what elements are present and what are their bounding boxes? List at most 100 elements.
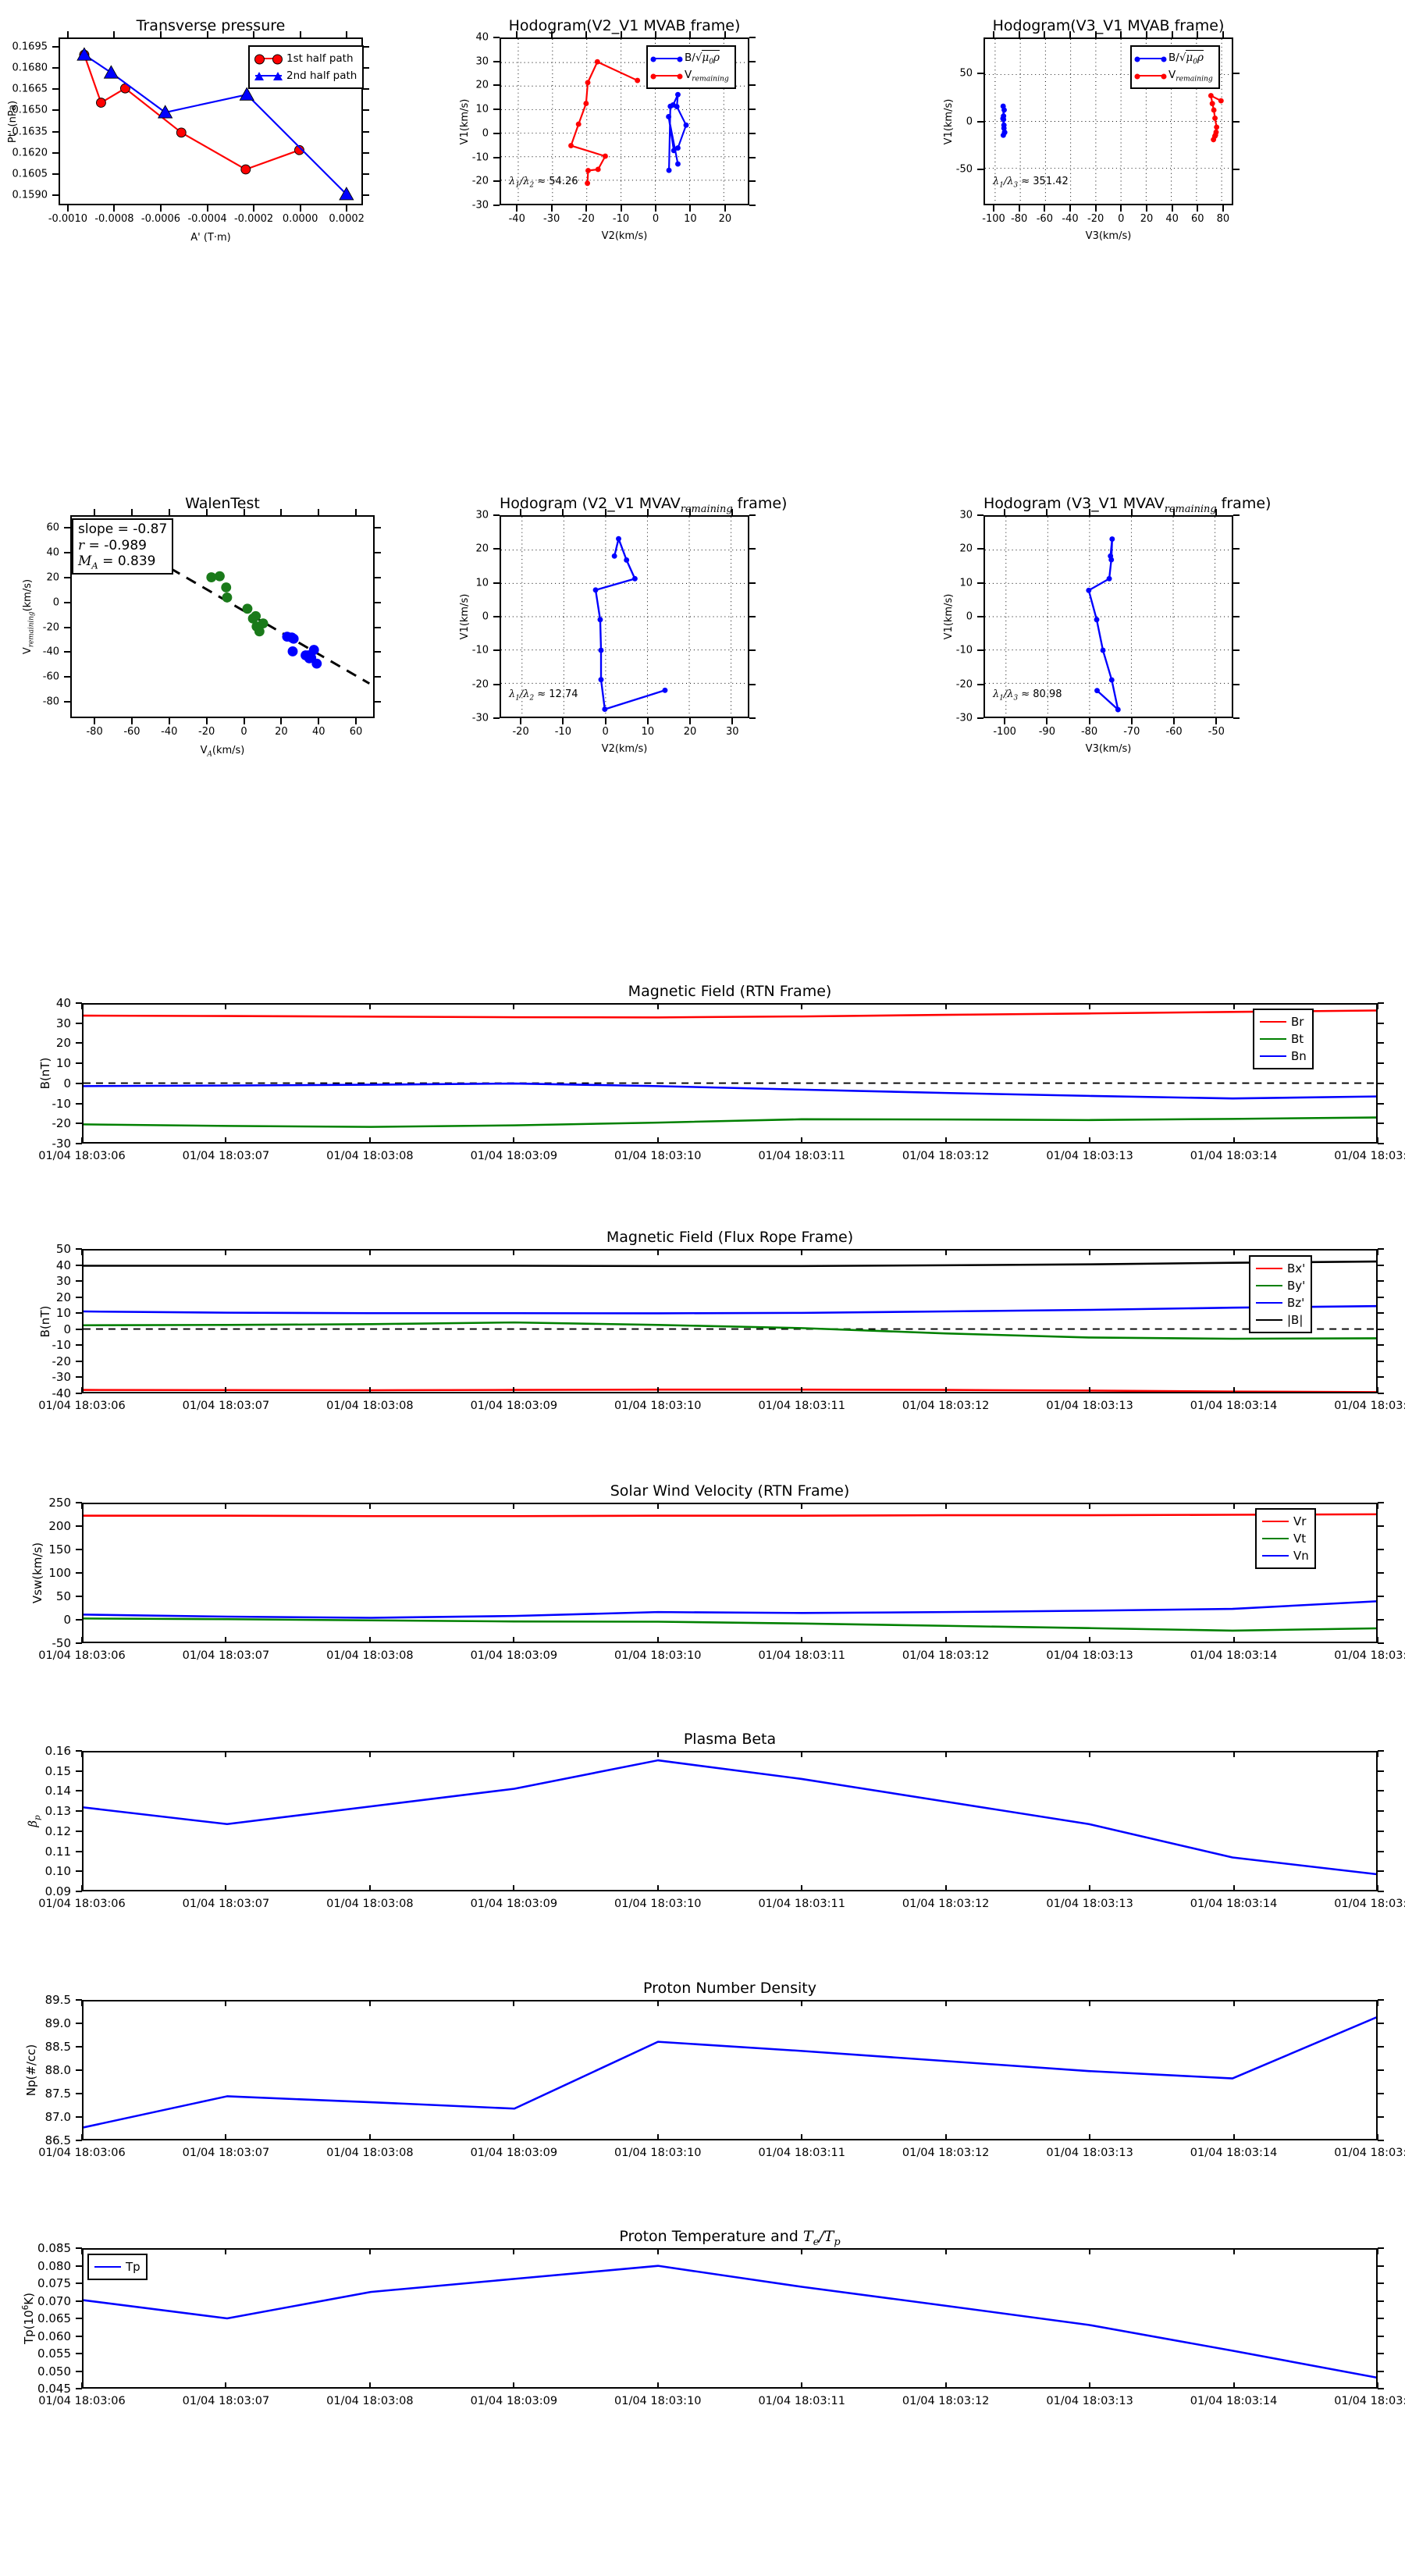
legend-line-0: [650, 56, 683, 62]
xtickmark-magnetic-field-rtn-7: [1089, 1137, 1091, 1144]
legend-line-0: [1260, 1021, 1286, 1023]
legend-row-3: |B|: [1256, 1311, 1305, 1329]
ytickmark-magnetic-field-fluxrope-1: [76, 1376, 82, 1379]
legend-row-0: Bx': [1256, 1260, 1305, 1277]
xtickmark-top-walen-test-2: [168, 509, 170, 515]
legend-solar-wind-velocity-rtn[interactable]: Vr Vt Vn: [1255, 1508, 1316, 1569]
ytickmark-in-walen-test-0: [375, 701, 381, 703]
ytickmark-in-magnetic-field-rtn-0: [1378, 1143, 1384, 1144]
ytick-solar-wind-velocity-rtn-0: -50: [52, 1636, 72, 1650]
ytickmark-in-walen-test-3: [375, 626, 381, 628]
ytick-transverse-pressure-1: 0.1605: [12, 168, 48, 180]
xtickmark-top-hodogram-v3v1-mvab-1: [1018, 31, 1020, 37]
xtick-proton-temperature-0: 01/04 18:03:06: [38, 2395, 126, 2407]
xtickmark-top-magnetic-field-rtn-4: [656, 1003, 659, 1009]
ytickmark-in-hodogram-v2v1-mvab-3: [749, 132, 756, 134]
ytickmark-in-proton-temperature-7: [1378, 2265, 1384, 2267]
legend-magnetic-field-fluxrope[interactable]: Bx' By' Bz' |B|: [1249, 1255, 1313, 1333]
xtick-walen-test-6: 40: [311, 726, 325, 738]
ytickmark-walen-test-7: [64, 526, 70, 528]
xtick-magnetic-field-fluxrope-0: 01/04 18:03:06: [38, 1400, 126, 1412]
ytickmark-in-magnetic-field-fluxrope-1: [1378, 1376, 1384, 1379]
legend-line-3: [1256, 1319, 1282, 1321]
ytickmark-transverse-pressure-1: [52, 173, 59, 176]
annotation-hodogram-v2v1-mvav: λ1/λ2 ≈ 12.74: [509, 688, 578, 703]
xtickmark-top-proton-temperature-5: [801, 2248, 803, 2254]
ytickmark-hodogram-v3v1-mvab-1: [977, 120, 984, 123]
ytickmark-in-plasma-beta-5: [1378, 1790, 1384, 1792]
legend-hodogram-v3v1-mvab[interactable]: B/√μ0ρ Vremaining: [1130, 45, 1220, 89]
xtickmark-hodogram-v2v1-mvav-2: [604, 718, 606, 724]
ytick-solar-wind-velocity-rtn-6: 250: [48, 1496, 71, 1510]
xtickmark-top-magnetic-field-rtn-5: [801, 1003, 803, 1009]
xtickmark-top-solar-wind-velocity-rtn-1: [225, 1503, 227, 1509]
legend-label: By': [1287, 1279, 1306, 1293]
legend-transverse-pressure[interactable]: 1st half path 2nd half path: [248, 45, 365, 89]
legend-line-0: [94, 2266, 121, 2268]
xtickmark-top-magnetic-field-fluxrope-7: [1089, 1249, 1091, 1255]
xtickmark-top-hodogram-v3v1-mvab-8: [1197, 31, 1199, 37]
xtick-proton-temperature-4: 01/04 18:03:10: [614, 2395, 702, 2407]
xtickmark-top-magnetic-field-rtn-3: [513, 1003, 515, 1009]
xtickmark-plasma-beta-8: [1232, 1885, 1235, 1891]
xtickmark-magnetic-field-rtn-4: [656, 1137, 659, 1144]
axes-magnetic-field-fluxrope: [82, 1249, 1378, 1393]
ytickmark-transverse-pressure-7: [52, 45, 59, 48]
xtickmark-top-walen-test-4: [243, 509, 245, 515]
xlabel-transverse-pressure: A' (T·m): [190, 232, 231, 244]
xtickmark-hodogram-v3v1-mvab-5: [1120, 205, 1122, 212]
xtick-transverse-pressure-1: -0.0008: [94, 213, 134, 225]
ytickmark-proton-temperature-2: [76, 2353, 82, 2354]
xtickmark-top-plasma-beta-8: [1232, 1751, 1235, 1757]
ytickmark-plasma-beta-0: [76, 1891, 82, 1892]
ytick-plasma-beta-5: 0.14: [44, 1784, 71, 1799]
ylabel-hodogram-v2v1-mvav: V1(km/s): [459, 593, 471, 640]
xtickmark-top-transverse-pressure-6: [346, 31, 348, 37]
ytick-hodogram-v3v1-mvav-5: 20: [959, 543, 973, 555]
ylabel-magnetic-field-rtn: B(nT): [38, 1057, 52, 1090]
xtickmark-hodogram-v2v1-mvab-1: [550, 205, 553, 212]
legend-line-1: [1134, 73, 1167, 80]
ytick-proton-number-density-4: 88.5: [44, 2040, 71, 2054]
plot-area-magnetic-field-fluxrope: [84, 1260, 1376, 1392]
ytick-walen-test-6: 40: [46, 546, 59, 559]
walen-slope-label: slope = -0.87: [78, 521, 168, 537]
ytick-hodogram-v2v1-mvab-2: -10: [471, 151, 489, 164]
ytickmark-in-magnetic-field-fluxrope-3: [1378, 1344, 1384, 1347]
ytick-hodogram-v3v1-mvav-2: -10: [955, 644, 973, 656]
xtick-hodogram-v3v1-mvab-0: -100: [982, 213, 1005, 225]
xtick-solar-wind-velocity-rtn-5: 01/04 18:03:11: [758, 1649, 845, 1662]
axes-solar-wind-velocity-rtn: [82, 1503, 1378, 1643]
xtickmark-transverse-pressure-1: [113, 205, 116, 212]
ytickmark-hodogram-v2v1-mvav-6: [493, 514, 500, 516]
title-proton-temperature: Proton Temperature and Te/Tp: [619, 2228, 841, 2248]
xtick-hodogram-v2v1-mvab-6: 20: [718, 213, 732, 225]
xtickmark-top-walen-test-0: [94, 509, 96, 515]
legend-magnetic-field-rtn[interactable]: Br Bt Bn: [1253, 1009, 1314, 1069]
xtick-hodogram-v2v1-mvab-4: 0: [652, 213, 660, 225]
xtick-magnetic-field-fluxrope-7: 01/04 18:03:13: [1046, 1400, 1133, 1412]
xtickmark-top-hodogram-v2v1-mvab-1: [550, 31, 553, 37]
title-hodogram-v3v1-mvav: Hodogram (V3_V1 MVAVremaining frame): [984, 495, 1272, 515]
xtickmark-top-hodogram-v2v1-mvab-6: [724, 31, 726, 37]
legend-proton-temperature[interactable]: Tp: [87, 2254, 148, 2280]
xtickmark-top-hodogram-v2v1-mvab-2: [585, 31, 588, 37]
xtickmark-top-walen-test-1: [130, 509, 133, 515]
xtick-walen-test-1: -60: [123, 726, 140, 738]
ytick-proton-number-density-6: 89.5: [44, 1993, 71, 2007]
ytickmark-hodogram-v3v1-mvav-6: [977, 514, 984, 516]
xtick-magnetic-field-rtn-0: 01/04 18:03:06: [38, 1150, 126, 1162]
ytickmark-hodogram-v3v1-mvav-1: [977, 683, 984, 685]
xtick-proton-temperature-5: 01/04 18:03:11: [758, 2395, 845, 2407]
ylabel-hodogram-v3v1-mvab: V1(km/s): [943, 98, 955, 144]
ytick-transverse-pressure-7: 0.1695: [12, 41, 48, 53]
ytickmark-magnetic-field-rtn-4: [76, 1062, 82, 1065]
legend-hodogram-v2v1-mvab[interactable]: B/√μ0ρ Vremaining: [646, 45, 736, 89]
xtickmark-solar-wind-velocity-rtn-7: [1089, 1637, 1091, 1643]
xtick-proton-temperature-6: 01/04 18:03:12: [902, 2395, 990, 2407]
ytickmark-in-hodogram-v2v1-mvab-4: [749, 109, 756, 111]
xtickmark-top-solar-wind-velocity-rtn-6: [944, 1503, 947, 1509]
title-plasma-beta: Plasma Beta: [683, 1731, 777, 1748]
ytickmark-in-proton-temperature-6: [1378, 2282, 1384, 2284]
ytickmark-in-hodogram-v2v1-mvab-0: [749, 205, 756, 206]
